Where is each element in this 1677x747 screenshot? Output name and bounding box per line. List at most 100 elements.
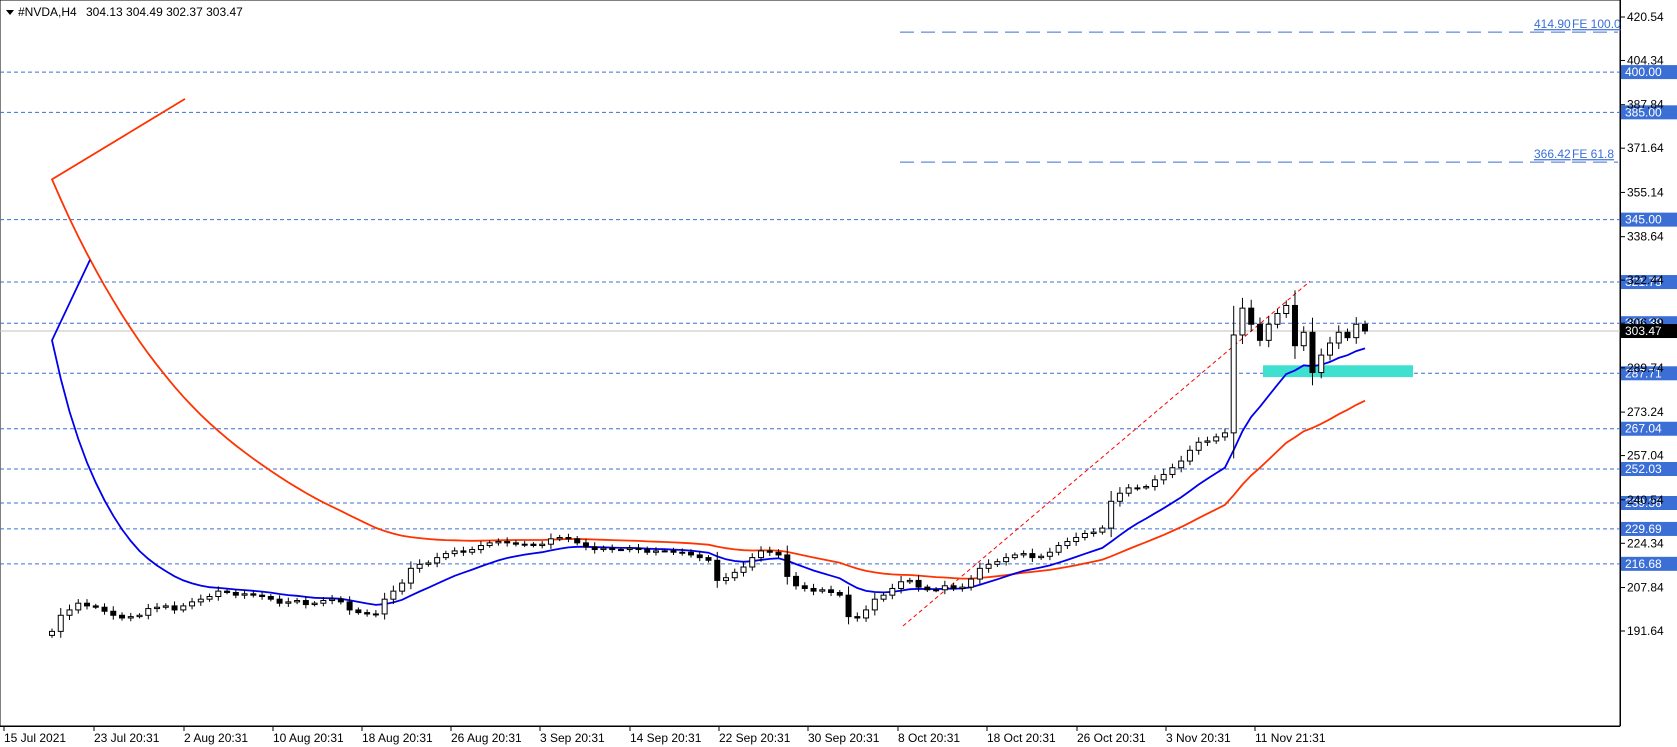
candle[interactable]: [968, 575, 975, 591]
candle[interactable]: [1248, 299, 1255, 332]
candle[interactable]: [539, 541, 546, 549]
candle[interactable]: [302, 596, 309, 609]
candle[interactable]: [1073, 532, 1080, 546]
candle[interactable]: [215, 586, 222, 601]
candle[interactable]: [1186, 445, 1193, 466]
candle[interactable]: [758, 546, 765, 562]
candle[interactable]: [1213, 433, 1220, 444]
candle[interactable]: [145, 603, 152, 620]
candle[interactable]: [75, 599, 82, 614]
candle[interactable]: [749, 553, 756, 571]
candle[interactable]: [232, 588, 239, 599]
candle[interactable]: [442, 550, 449, 561]
candle[interactable]: [407, 561, 414, 590]
candle[interactable]: [346, 596, 353, 615]
candle[interactable]: [390, 585, 397, 605]
candle[interactable]: [1326, 336, 1333, 361]
candle[interactable]: [1195, 437, 1202, 455]
candle[interactable]: [854, 612, 861, 622]
candle[interactable]: [1230, 305, 1237, 459]
candle[interactable]: [1256, 317, 1263, 347]
candle[interactable]: [1125, 484, 1132, 497]
candle[interactable]: [941, 580, 948, 595]
candle[interactable]: [696, 550, 703, 562]
candle[interactable]: [679, 548, 686, 556]
candle[interactable]: [364, 609, 371, 617]
candle[interactable]: [1318, 348, 1325, 379]
candle[interactable]: [1353, 317, 1360, 344]
candle[interactable]: [915, 575, 922, 592]
candle[interactable]: [1003, 553, 1010, 566]
candle[interactable]: [1020, 550, 1027, 558]
candle[interactable]: [329, 594, 336, 605]
candle[interactable]: [880, 592, 887, 602]
candle[interactable]: [451, 547, 458, 557]
candle[interactable]: [1291, 290, 1298, 359]
candle[interactable]: [259, 591, 266, 600]
candle[interactable]: [871, 592, 878, 616]
candle[interactable]: [950, 582, 957, 592]
candle[interactable]: [119, 612, 126, 621]
candle[interactable]: [670, 547, 677, 556]
candle[interactable]: [477, 541, 484, 554]
candle[interactable]: [355, 607, 362, 615]
candle[interactable]: [1265, 316, 1272, 348]
candle[interactable]: [556, 534, 563, 542]
candle[interactable]: [1239, 297, 1246, 344]
candle[interactable]: [110, 606, 117, 620]
candle[interactable]: [1274, 308, 1281, 329]
candle[interactable]: [1081, 530, 1088, 541]
candle[interactable]: [1064, 537, 1071, 549]
candle[interactable]: [582, 538, 589, 551]
candle[interactable]: [1344, 328, 1351, 341]
candle[interactable]: [1099, 525, 1106, 535]
candle[interactable]: [1143, 484, 1150, 490]
candle[interactable]: [49, 628, 55, 638]
candle[interactable]: [661, 549, 668, 553]
candle[interactable]: [1029, 548, 1036, 562]
candle[interactable]: [241, 589, 248, 599]
candle[interactable]: [740, 562, 747, 577]
candle[interactable]: [504, 537, 511, 547]
candle[interactable]: [1178, 455, 1185, 473]
candle[interactable]: [267, 594, 274, 602]
candle[interactable]: [766, 546, 773, 556]
candle[interactable]: [92, 603, 99, 610]
candle[interactable]: [600, 545, 607, 552]
candle[interactable]: [775, 549, 782, 558]
candle[interactable]: [810, 583, 817, 596]
candle[interactable]: [1055, 541, 1062, 556]
candle[interactable]: [898, 576, 905, 594]
candle[interactable]: [84, 599, 91, 610]
candle[interactable]: [425, 560, 432, 567]
candle[interactable]: [1169, 463, 1176, 479]
candle[interactable]: [1300, 326, 1307, 351]
candle[interactable]: [224, 589, 231, 595]
candle[interactable]: [1046, 547, 1053, 561]
candle[interactable]: [863, 605, 870, 622]
candle[interactable]: [626, 545, 633, 553]
candle[interactable]: [101, 603, 108, 615]
candle[interactable]: [1221, 428, 1228, 441]
candle[interactable]: [731, 568, 738, 582]
candle[interactable]: [828, 585, 835, 597]
candle[interactable]: [136, 613, 143, 619]
candle[interactable]: [1108, 490, 1115, 538]
candle[interactable]: [889, 583, 896, 600]
candle[interactable]: [294, 597, 301, 605]
candle[interactable]: [906, 577, 913, 585]
ma-slow-line[interactable]: [50, 98, 1366, 580]
candle[interactable]: [635, 543, 642, 554]
candle[interactable]: [836, 590, 843, 598]
candle[interactable]: [687, 549, 694, 558]
candle[interactable]: [723, 573, 730, 585]
candle[interactable]: [845, 586, 852, 625]
candle[interactable]: [1151, 475, 1158, 491]
candle[interactable]: [469, 546, 476, 555]
candle[interactable]: [976, 562, 983, 585]
candle[interactable]: [276, 595, 283, 607]
candle[interactable]: [1362, 320, 1368, 335]
candle[interactable]: [180, 603, 187, 613]
candle[interactable]: [1160, 469, 1167, 485]
candle[interactable]: [959, 583, 966, 592]
